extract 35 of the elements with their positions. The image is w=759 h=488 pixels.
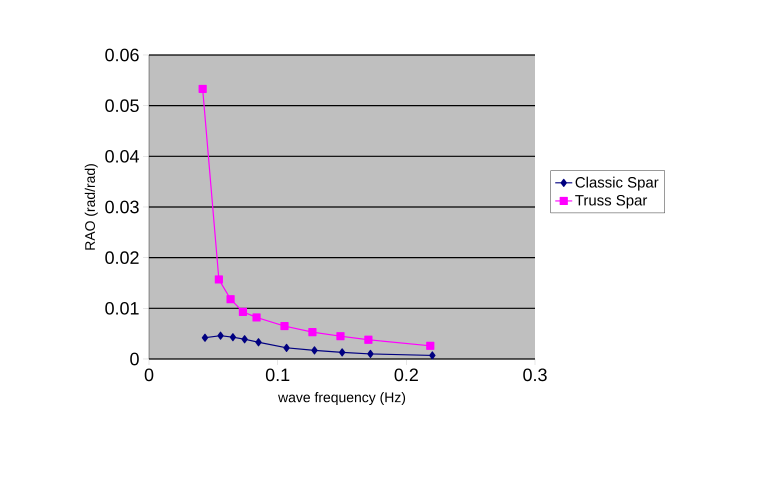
point — [238, 308, 248, 316]
y-tick-label: 0.04 — [105, 150, 139, 163]
x-tick-label: 0.2 — [394, 368, 418, 382]
point — [214, 275, 223, 284]
y-tick-label: 0 — [130, 352, 139, 366]
x-tick-label: 0 — [144, 368, 154, 382]
point — [311, 346, 318, 354]
legend-label: Classic Spar — [576, 176, 658, 191]
y-tick-label: 0.02 — [105, 251, 139, 264]
y-tick-label: 0.03 — [105, 200, 139, 214]
point — [426, 342, 434, 350]
y-tick-label: 0.01 — [105, 302, 139, 315]
point — [230, 333, 236, 342]
point — [308, 328, 317, 336]
legend-label: Truss Spar — [575, 194, 648, 209]
point — [226, 295, 235, 304]
point — [255, 338, 262, 346]
point — [367, 350, 374, 358]
x-axis-title: wave frequency (Hz) — [278, 392, 406, 406]
point — [202, 334, 208, 342]
y-axis-title: RAO (rad/rad) — [84, 164, 98, 250]
point — [429, 351, 436, 360]
point — [217, 332, 224, 340]
point — [283, 344, 290, 352]
point — [241, 335, 248, 344]
y-tick-label: 0.05 — [105, 99, 139, 112]
x-tick-label: 0.3 — [523, 368, 547, 382]
point — [336, 332, 345, 340]
point — [198, 84, 207, 94]
point — [252, 313, 261, 322]
point — [364, 336, 372, 344]
point — [280, 322, 289, 330]
y-tick-label: 0.06 — [105, 48, 139, 62]
point — [338, 348, 346, 356]
x-tick-label: 0.1 — [266, 368, 290, 382]
